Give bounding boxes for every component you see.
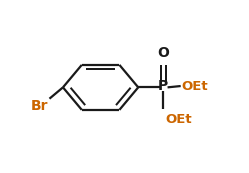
Text: Br: Br	[31, 99, 49, 113]
Text: O: O	[157, 46, 169, 60]
Text: OEt: OEt	[165, 113, 192, 126]
Text: OEt: OEt	[182, 80, 208, 93]
Text: P: P	[158, 79, 168, 93]
